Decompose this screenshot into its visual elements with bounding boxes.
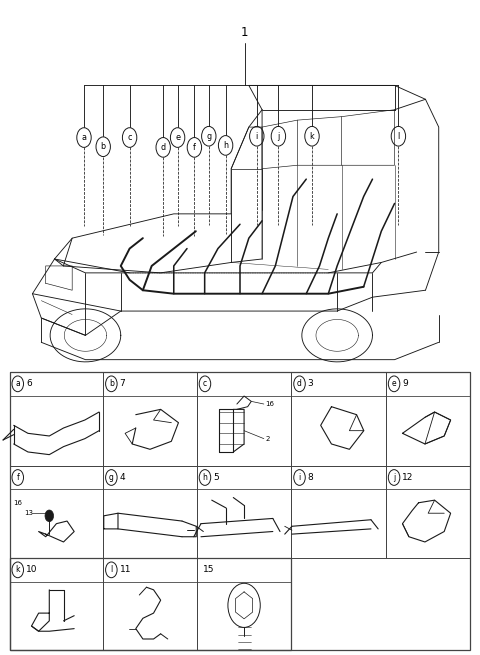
Text: 5: 5 xyxy=(213,473,219,482)
Text: h: h xyxy=(203,473,207,482)
Bar xyxy=(10,372,103,466)
Text: j: j xyxy=(277,132,279,141)
Text: c: c xyxy=(127,133,132,142)
Text: 15: 15 xyxy=(203,565,214,574)
Text: e: e xyxy=(392,379,396,388)
Text: 8: 8 xyxy=(308,473,313,482)
Text: e: e xyxy=(175,133,180,142)
Text: l: l xyxy=(397,132,399,141)
Bar xyxy=(10,558,103,650)
Text: a: a xyxy=(15,379,20,388)
Bar xyxy=(197,466,291,558)
Text: 16: 16 xyxy=(265,401,275,407)
Text: h: h xyxy=(223,141,228,150)
Text: 4: 4 xyxy=(120,473,125,482)
Text: 16: 16 xyxy=(14,500,23,506)
Text: f: f xyxy=(193,143,196,152)
Circle shape xyxy=(45,510,54,521)
Text: g: g xyxy=(109,473,114,482)
Text: a: a xyxy=(82,133,86,142)
Bar xyxy=(103,558,197,650)
Bar xyxy=(386,466,470,558)
Text: b: b xyxy=(109,379,114,388)
Text: 1: 1 xyxy=(241,26,249,39)
Text: g: g xyxy=(206,132,211,141)
Bar xyxy=(291,466,386,558)
Text: 11: 11 xyxy=(120,565,131,574)
Bar xyxy=(291,372,386,466)
Text: 2: 2 xyxy=(265,436,270,441)
Bar xyxy=(10,558,291,650)
Text: d: d xyxy=(161,143,166,152)
Text: k: k xyxy=(15,565,20,574)
Bar xyxy=(103,466,197,558)
Text: i: i xyxy=(299,473,300,482)
Text: f: f xyxy=(16,473,19,482)
Bar xyxy=(197,372,291,466)
Text: k: k xyxy=(310,132,314,141)
Text: b: b xyxy=(101,142,106,151)
Text: 7: 7 xyxy=(120,379,125,388)
Bar xyxy=(386,372,470,466)
Text: 6: 6 xyxy=(26,379,32,388)
Text: l: l xyxy=(110,565,112,574)
Text: 10: 10 xyxy=(26,565,37,574)
Bar xyxy=(10,466,103,558)
Text: j: j xyxy=(393,473,395,482)
Bar xyxy=(103,372,197,466)
Text: 12: 12 xyxy=(402,473,414,482)
Text: c: c xyxy=(203,379,207,388)
Text: 13: 13 xyxy=(24,510,34,516)
Text: i: i xyxy=(256,132,258,141)
Bar xyxy=(10,372,470,650)
Text: 9: 9 xyxy=(402,379,408,388)
Text: d: d xyxy=(297,379,302,388)
Bar xyxy=(197,558,291,650)
Text: 3: 3 xyxy=(308,379,313,388)
